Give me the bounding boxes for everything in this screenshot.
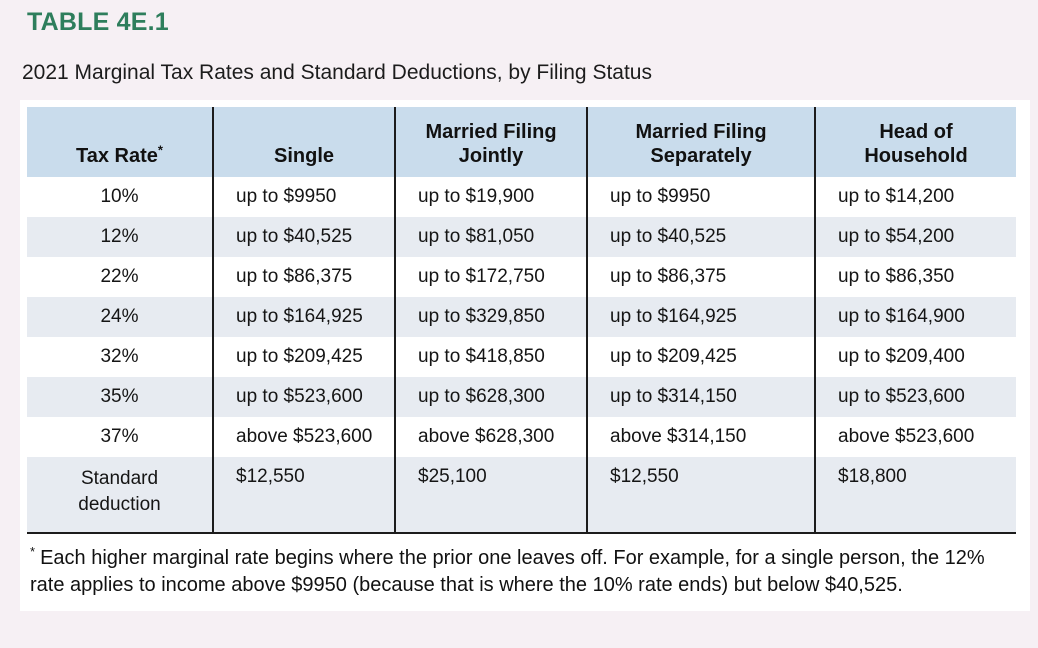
table-row-standard-deduction: Standard deduction $12,550 $25,100 $12,5… bbox=[27, 457, 1016, 533]
column-header-tax-rate: Tax Rate* bbox=[27, 107, 213, 177]
table-panel: Tax Rate* Single Married Filing Jointly … bbox=[20, 100, 1030, 611]
cell-single: above $523,600 bbox=[212, 417, 395, 457]
cell-head-of-household: up to $209,400 bbox=[814, 337, 1016, 377]
cell-rate: 22% bbox=[100, 266, 139, 287]
cell-married-separately: up to $164,925 bbox=[586, 297, 815, 337]
tax-rate-table: Tax Rate* Single Married Filing Jointly … bbox=[27, 107, 1016, 534]
footnote-text: Each higher marginal rate begins where t… bbox=[30, 547, 985, 596]
column-header-married-filing-separately: Married Filing Separately bbox=[586, 107, 815, 177]
table-header: Tax Rate* Single Married Filing Jointly … bbox=[27, 107, 1016, 177]
table-row-24pct: 24% up to $164,925 up to $329,850 up to … bbox=[27, 297, 1016, 337]
footnote-marker-superscript: * bbox=[157, 142, 163, 158]
cell-head-of-household: up to $164,900 bbox=[814, 297, 1016, 337]
cell-married-separately: $12,550 bbox=[586, 457, 815, 533]
cell-rate: Standard deduction bbox=[78, 468, 161, 515]
cell-married-jointly: up to $628,300 bbox=[394, 377, 587, 417]
table-row-22pct: 22% up to $86,375 up to $172,750 up to $… bbox=[27, 257, 1016, 297]
cell-married-jointly: up to $418,850 bbox=[394, 337, 587, 377]
page: TABLE 4E.1 2021 Marginal Tax Rates and S… bbox=[20, 8, 1030, 611]
cell-rate: 10% bbox=[100, 186, 139, 207]
table-row-10pct: 10% up to $9950 up to $19,900 up to $995… bbox=[27, 177, 1016, 217]
table-body: 10% up to $9950 up to $19,900 up to $995… bbox=[27, 177, 1016, 533]
cell-married-separately: up to $40,525 bbox=[586, 217, 815, 257]
cell-married-jointly: up to $329,850 bbox=[394, 297, 587, 337]
cell-single: up to $209,425 bbox=[212, 337, 395, 377]
cell-single: $12,550 bbox=[212, 457, 395, 533]
cell-rate: 35% bbox=[100, 386, 139, 407]
cell-married-jointly: up to $19,900 bbox=[394, 177, 587, 217]
cell-single: up to $523,600 bbox=[212, 377, 395, 417]
cell-single: up to $164,925 bbox=[212, 297, 395, 337]
column-header-married-filing-jointly: Married Filing Jointly bbox=[394, 107, 587, 177]
cell-rate: 32% bbox=[100, 346, 139, 367]
cell-head-of-household: up to $54,200 bbox=[814, 217, 1016, 257]
table-subtitle: 2021 Marginal Tax Rates and Standard Ded… bbox=[22, 61, 652, 84]
cell-married-separately: up to $314,150 bbox=[586, 377, 815, 417]
cell-married-jointly: above $628,300 bbox=[394, 417, 587, 457]
cell-married-separately: up to $86,375 bbox=[586, 257, 815, 297]
header-row: Tax Rate* Single Married Filing Jointly … bbox=[27, 107, 1016, 177]
cell-married-separately: above $314,150 bbox=[586, 417, 815, 457]
cell-head-of-household: above $523,600 bbox=[814, 417, 1016, 457]
footnote-marker: * bbox=[30, 544, 36, 560]
cell-head-of-household: $18,800 bbox=[814, 457, 1016, 533]
column-header-head-of-household: Head of Household bbox=[814, 107, 1016, 177]
cell-rate: 12% bbox=[100, 226, 139, 247]
table-row-32pct: 32% up to $209,425 up to $418,850 up to … bbox=[27, 337, 1016, 377]
cell-head-of-household: up to $523,600 bbox=[814, 377, 1016, 417]
table-row-35pct: 35% up to $523,600 up to $628,300 up to … bbox=[27, 377, 1016, 417]
table-row-12pct: 12% up to $40,525 up to $81,050 up to $4… bbox=[27, 217, 1016, 257]
cell-single: up to $86,375 bbox=[212, 257, 395, 297]
cell-rate: 24% bbox=[100, 306, 139, 327]
cell-married-separately: up to $9950 bbox=[586, 177, 815, 217]
cell-single: up to $40,525 bbox=[212, 217, 395, 257]
column-header-single: Single bbox=[212, 107, 395, 177]
cell-head-of-household: up to $14,200 bbox=[814, 177, 1016, 217]
cell-married-jointly: up to $172,750 bbox=[394, 257, 587, 297]
cell-married-jointly: $25,100 bbox=[394, 457, 587, 533]
table-label: TABLE 4E.1 bbox=[27, 8, 169, 36]
cell-head-of-household: up to $86,350 bbox=[814, 257, 1016, 297]
cell-single: up to $9950 bbox=[212, 177, 395, 217]
table-footnote: * Each higher marginal rate begins where … bbox=[30, 545, 995, 599]
cell-rate: 37% bbox=[100, 426, 139, 447]
cell-married-separately: up to $209,425 bbox=[586, 337, 815, 377]
table-row-37pct: 37% above $523,600 above $628,300 above … bbox=[27, 417, 1016, 457]
cell-married-jointly: up to $81,050 bbox=[394, 217, 587, 257]
